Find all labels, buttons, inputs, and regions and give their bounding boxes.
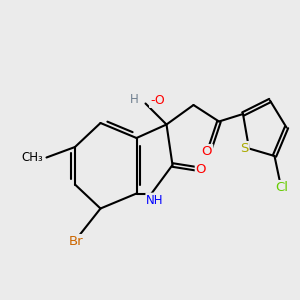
Text: H: H	[130, 93, 139, 106]
Text: NH: NH	[146, 194, 164, 207]
Text: CH₃: CH₃	[22, 151, 44, 164]
Text: Br: Br	[69, 235, 84, 248]
Text: Cl: Cl	[275, 181, 289, 194]
Text: O: O	[202, 145, 212, 158]
Text: S: S	[240, 142, 249, 155]
Text: -O: -O	[150, 94, 165, 107]
Text: O: O	[196, 163, 206, 176]
